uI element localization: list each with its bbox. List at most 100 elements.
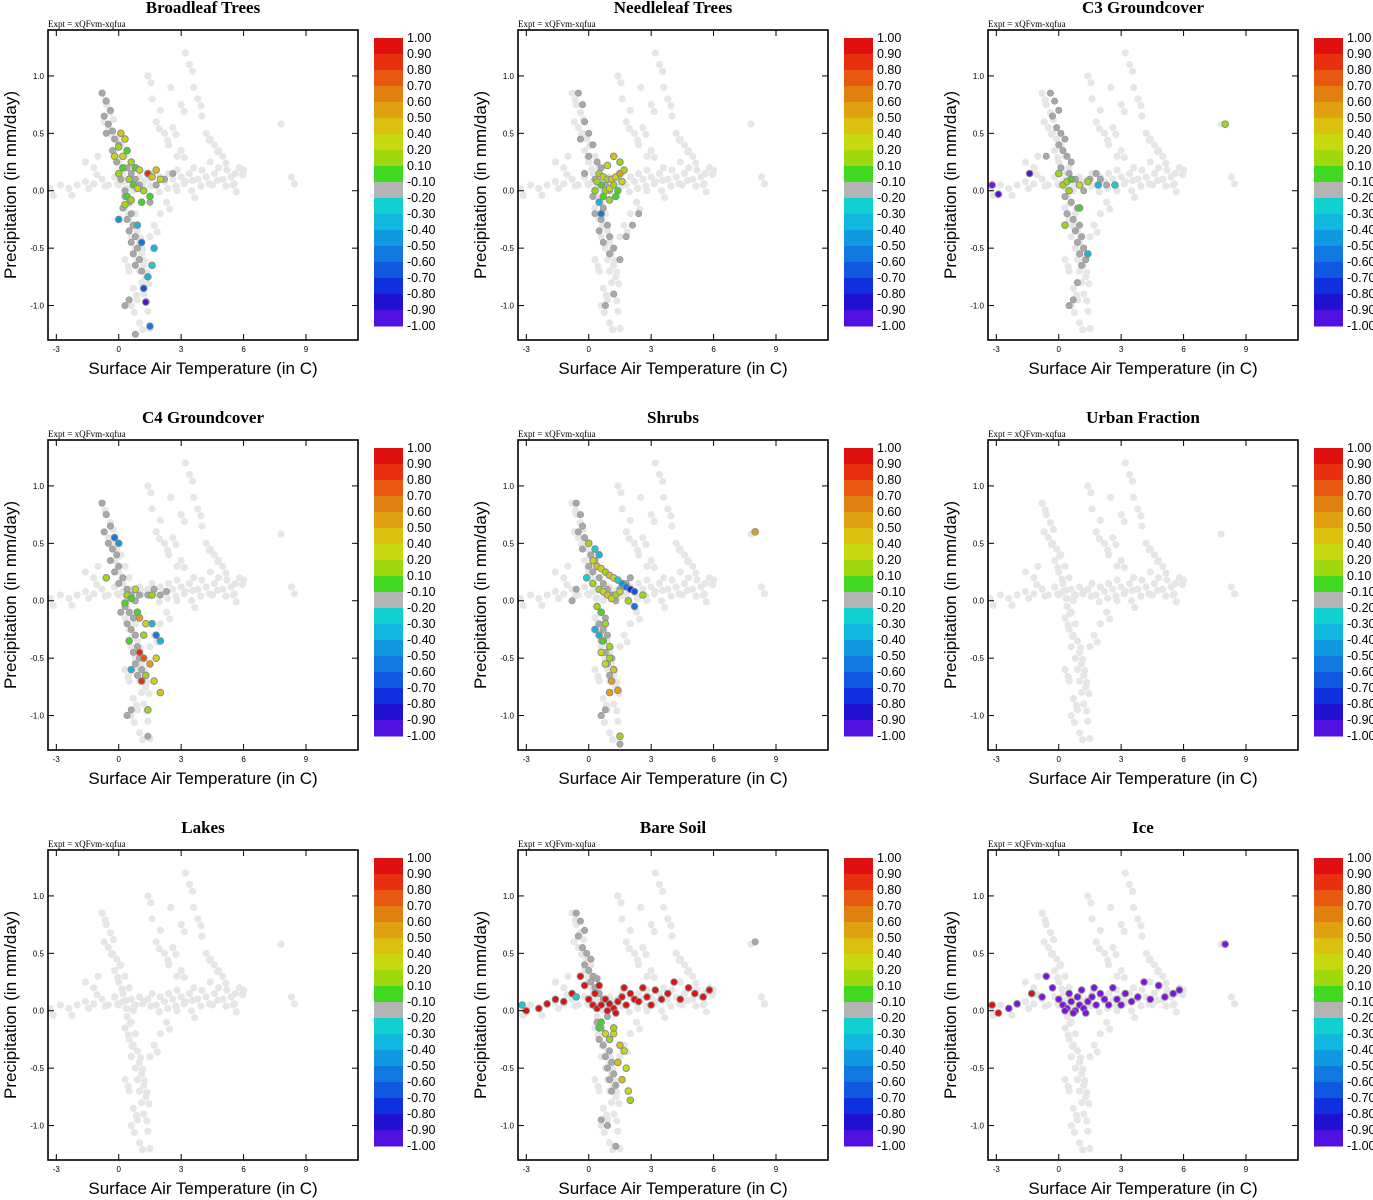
- colorbar-label: -0.10: [407, 585, 436, 599]
- y-tick-label: 0.5: [973, 949, 985, 958]
- background-point: [1061, 1024, 1069, 1032]
- data-point: [630, 602, 639, 611]
- background-point: [647, 101, 655, 109]
- background-point: [81, 587, 90, 596]
- background-point: [626, 1030, 634, 1038]
- background-point: [554, 594, 563, 603]
- background-point: [177, 583, 185, 591]
- colorbar-segment: [844, 496, 873, 513]
- background-point: [94, 562, 102, 570]
- colorbar-segment: [1314, 656, 1343, 673]
- background-point: [140, 1081, 148, 1089]
- background-point: [651, 587, 659, 596]
- background-point: [1024, 1004, 1033, 1013]
- y-tick-label: 1.0: [503, 892, 515, 901]
- background-point: [167, 83, 175, 92]
- background-point: [1067, 1053, 1075, 1061]
- y-tick-label: 1.0: [503, 482, 515, 491]
- colorbar-segment: [844, 954, 873, 971]
- background-point: [219, 562, 227, 570]
- background-point: [1155, 574, 1163, 582]
- background-point: [145, 280, 153, 288]
- background-point: [290, 590, 299, 598]
- background-point: [1075, 267, 1084, 275]
- y-tick-label: -1.0: [970, 1122, 984, 1131]
- neutral-point: [593, 158, 601, 166]
- background-point: [138, 660, 146, 668]
- background-point: [692, 592, 700, 600]
- background-point: [215, 984, 223, 992]
- background-point: [676, 135, 684, 143]
- background-point: [231, 989, 239, 998]
- y-axis-label: Precipitation (in mm/day): [471, 91, 490, 279]
- background-point: [68, 601, 76, 609]
- panel-shrubs: Shrubs Expt = xQFvm-xqfua1.00.50.0-0.5-1…: [471, 408, 906, 788]
- colorbar-segment: [1314, 278, 1343, 295]
- background-point: [180, 107, 188, 116]
- background-point: [239, 576, 248, 584]
- data-point: [1104, 1001, 1113, 1009]
- data-point: [684, 983, 693, 992]
- y-tick-label: -1.0: [30, 712, 44, 721]
- colorbar-label: -0.10: [1347, 995, 1373, 1009]
- data-point: [611, 1009, 620, 1017]
- colorbar-label: 0.10: [1347, 569, 1371, 583]
- background-point: [564, 562, 572, 570]
- background-point: [165, 579, 173, 588]
- background-point: [110, 993, 119, 1001]
- colorbar-label: 0.20: [877, 143, 901, 157]
- x-tick-label: -3: [53, 345, 61, 354]
- background-point: [1044, 123, 1052, 132]
- background-point: [1117, 966, 1125, 975]
- y-axis-label: Precipitation (in mm/day): [1, 911, 20, 1099]
- background-point: [65, 594, 73, 603]
- background-point: [1100, 949, 1109, 957]
- background-point: [538, 191, 546, 199]
- background-point: [1137, 592, 1145, 600]
- background-point: [139, 1146, 147, 1154]
- data-point: [639, 591, 647, 599]
- background-point: [181, 869, 189, 877]
- background-point: [140, 700, 148, 708]
- neutral-point: [106, 557, 114, 565]
- neutral-point: [606, 233, 614, 241]
- background-point: [597, 1121, 605, 1130]
- data-point: [133, 184, 142, 193]
- background-point: [1005, 594, 1013, 603]
- colorbar-segment: [844, 480, 873, 497]
- background-point: [1171, 169, 1179, 178]
- colorbar-segment: [374, 214, 403, 231]
- data-point: [611, 192, 620, 201]
- neutral-point: [626, 574, 634, 582]
- background-point: [1072, 701, 1081, 709]
- background-point: [1038, 909, 1046, 917]
- experiment-label: Expt = xQFvm-xqfua: [518, 19, 596, 29]
- background-point: [1086, 643, 1094, 651]
- background-point: [1080, 290, 1088, 298]
- background-point: [599, 284, 607, 292]
- background-point: [1230, 180, 1239, 188]
- colorbar-segment: [1314, 1130, 1343, 1147]
- background-point: [173, 187, 181, 195]
- neutral-point: [581, 534, 589, 542]
- background-point: [1130, 903, 1138, 912]
- background-point: [1096, 926, 1104, 934]
- background-point: [131, 620, 139, 628]
- background-point: [1096, 106, 1104, 114]
- panel-bare-soil: Bare Soil Expt = xQFvm-xqfua1.00.50.0-0.…: [471, 818, 906, 1198]
- neutral-point: [104, 539, 112, 547]
- background-point: [647, 966, 655, 975]
- background-point: [599, 694, 607, 702]
- background-point: [639, 585, 647, 593]
- panel-title: Shrubs: [647, 408, 699, 427]
- data-point: [144, 706, 152, 714]
- background-point: [650, 927, 658, 936]
- colorbar-segment: [1314, 592, 1343, 609]
- background-point: [685, 574, 693, 582]
- background-point: [185, 470, 194, 479]
- background-point: [560, 180, 568, 188]
- data-point: [1038, 993, 1046, 1001]
- neutral-point: [131, 233, 139, 241]
- background-point: [625, 1008, 633, 1016]
- background-point: [1061, 1076, 1069, 1084]
